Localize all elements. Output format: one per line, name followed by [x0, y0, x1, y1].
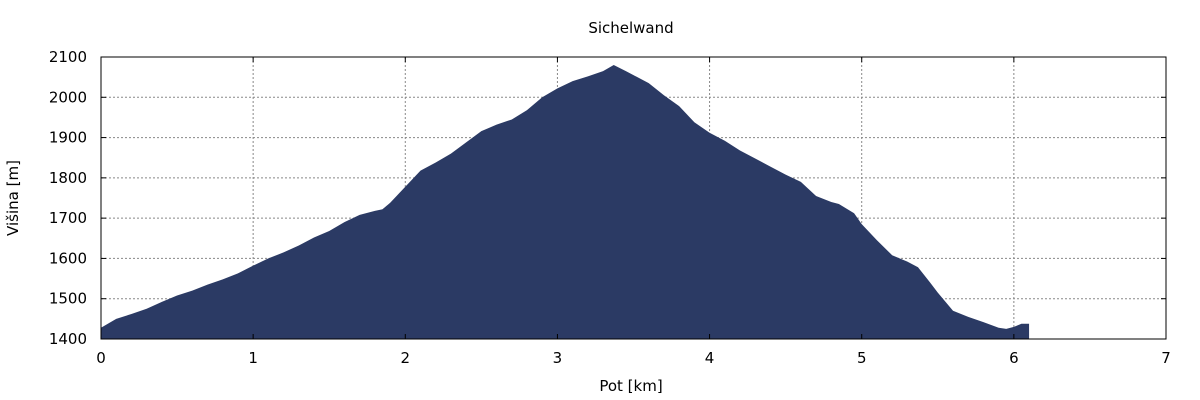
- x-tick-label-4: 4: [705, 349, 715, 367]
- y-tick-label-4: 1800: [49, 169, 87, 187]
- x-tick-label-6: 6: [1009, 349, 1019, 367]
- x-tick-label-7: 7: [1161, 349, 1171, 367]
- chart-title: Sichelwand: [588, 19, 673, 37]
- y-tick-label-7: 2100: [49, 48, 87, 66]
- plot-frame: [100, 56, 1167, 340]
- x-tick-label-0: 0: [96, 349, 106, 367]
- y-axis-label: Višina [m]: [4, 160, 22, 236]
- x-axis-label: Pot [km]: [599, 377, 662, 395]
- x-tick-label-3: 3: [553, 349, 563, 367]
- y-tick-label-1: 1500: [49, 290, 87, 308]
- y-tick-label-3: 1700: [49, 209, 87, 227]
- y-tick-label-5: 1900: [49, 129, 87, 147]
- y-tick-label-6: 2000: [49, 88, 87, 106]
- y-tick-label-2: 1600: [49, 249, 87, 267]
- x-tick-label-5: 5: [857, 349, 867, 367]
- x-tick-label-1: 1: [248, 349, 258, 367]
- y-tick-label-0: 1400: [49, 330, 87, 348]
- x-tick-label-2: 2: [401, 349, 411, 367]
- elevation-area: [101, 65, 1030, 340]
